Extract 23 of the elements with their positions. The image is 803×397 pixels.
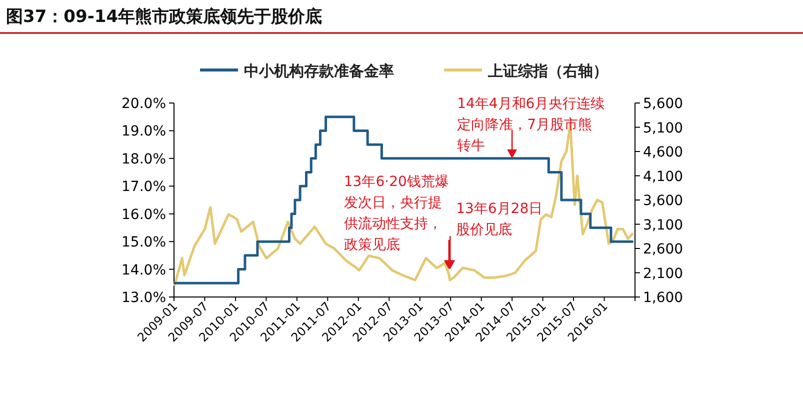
annotation: 13年6月28日股价见底 [456, 201, 543, 238]
y-tick-label: 20.0% [122, 96, 166, 112]
y2-tick-label: 2,600 [643, 242, 684, 258]
y-tick-label: 13.0% [122, 290, 166, 306]
y-tick-label: 15.0% [122, 234, 166, 251]
y-tick-label: 17.0% [122, 179, 166, 196]
y2-tick-label: 4,100 [643, 168, 684, 185]
y2-tick-label: 5,100 [643, 120, 684, 136]
legend-label: 上证综指（右轴） [487, 62, 608, 80]
y2-tick-label: 5,600 [643, 96, 684, 112]
y-tick-label: 16.0% [122, 206, 166, 223]
y-tick-label: 14.0% [122, 262, 166, 278]
annotation: 13年6·20钱荒爆发次日，央行提供流动性支持，政策见底 [344, 174, 449, 253]
y2-tick-label: 2,100 [643, 266, 684, 282]
y2-tick-label: 3,100 [643, 217, 684, 234]
legend-label: 中小机构存款准备金率 [244, 62, 394, 80]
y2-tick-label: 4,600 [643, 144, 684, 160]
y2-tick-label: 1,600 [643, 290, 684, 306]
chart-title: 图37：09-14年熊市政策底领先于股价底 [6, 7, 322, 27]
y-tick-label: 18.0% [122, 151, 166, 168]
y2-tick-label: 3,600 [643, 193, 684, 209]
y-tick-label: 19.0% [122, 124, 166, 140]
annotation: 14年4月和6月央行连续定向降准，7月股市熊转牛 [457, 96, 605, 154]
